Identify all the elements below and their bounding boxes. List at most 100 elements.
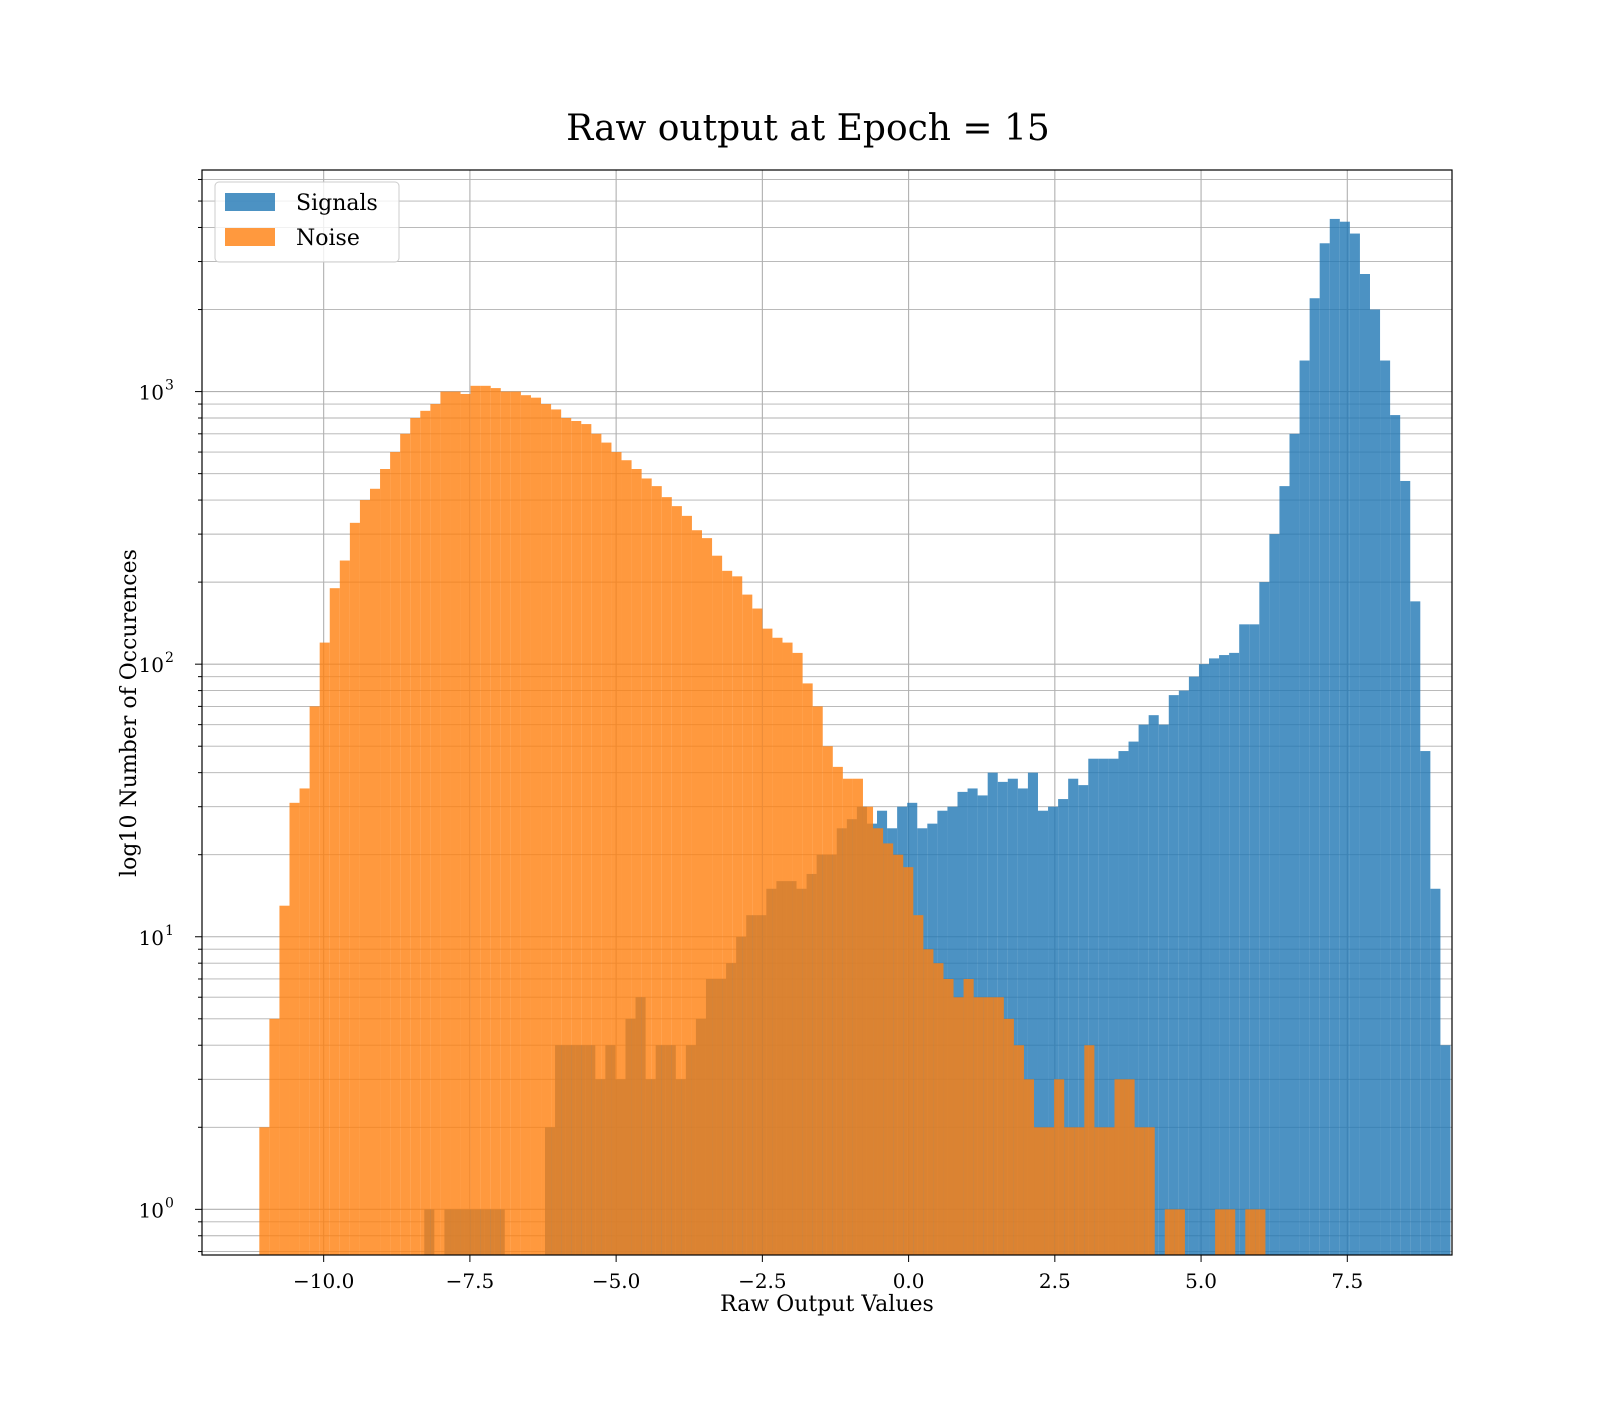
x-tick-label: −2.5	[738, 1269, 787, 1293]
signals-bar	[1219, 655, 1230, 1255]
y-axis-label: log10 Number of Occurences	[117, 549, 142, 877]
noise-bar	[812, 706, 823, 1255]
noise-bar	[923, 949, 934, 1255]
noise-bar	[541, 404, 552, 1255]
noise-bar	[490, 388, 501, 1255]
signals-bar	[1269, 534, 1280, 1255]
signals-bar	[1309, 298, 1320, 1255]
signals-bar	[1229, 652, 1240, 1255]
signals-bar	[1239, 624, 1250, 1255]
noise-bar	[772, 637, 783, 1255]
noise-bar	[691, 530, 702, 1255]
noise-bar	[1245, 1209, 1256, 1255]
signals-bar	[1430, 888, 1441, 1255]
noise-bar	[500, 391, 511, 1256]
noise-bar	[551, 409, 562, 1255]
noise-bar	[561, 418, 572, 1256]
signals-bar	[1249, 624, 1260, 1255]
signals-bar	[1017, 788, 1028, 1255]
signals-bar	[1319, 243, 1330, 1255]
noise-bar	[702, 538, 713, 1255]
noise-bar	[329, 588, 340, 1255]
noise-bar	[520, 395, 531, 1256]
x-tick-label: −7.5	[446, 1269, 495, 1293]
signals-bar	[1369, 309, 1381, 1255]
noise-bar	[269, 1018, 280, 1255]
y-tick-exponent: 2	[165, 650, 174, 666]
signals-bar	[1148, 715, 1159, 1255]
noise-bar	[842, 778, 853, 1255]
noise-bar	[681, 515, 692, 1255]
noise-bar	[1064, 1127, 1075, 1255]
noise-bar	[470, 385, 481, 1255]
noise-bar	[832, 766, 843, 1255]
noise-bar	[1054, 1079, 1065, 1255]
noise-bar	[299, 788, 310, 1255]
noise-bar	[289, 802, 300, 1255]
signals-bar	[1390, 415, 1401, 1255]
y-tick-exponent: 3	[165, 378, 174, 394]
noise-bar	[722, 570, 733, 1255]
signals-bar	[1339, 221, 1350, 1255]
x-axis-label: Raw Output Values	[720, 1292, 934, 1317]
noise-bar	[903, 867, 914, 1255]
histogram-bars	[259, 218, 1451, 1256]
signals-bar	[1259, 582, 1270, 1255]
y-tick-label: 10	[139, 653, 164, 677]
signals-bar	[1209, 658, 1220, 1255]
signals-bar	[1198, 664, 1210, 1255]
signals-bar	[1329, 218, 1340, 1255]
signals-bar	[1037, 810, 1049, 1255]
noise-bar	[339, 560, 350, 1255]
noise-bar	[611, 452, 622, 1255]
signals-bar	[1058, 799, 1069, 1255]
signals-bar	[1410, 601, 1421, 1255]
noise-bar	[862, 806, 874, 1255]
noise-bar	[400, 433, 411, 1256]
noise-bar	[510, 391, 521, 1256]
x-tick-label: 7.5	[1331, 1269, 1363, 1293]
x-tick-label: 0.0	[893, 1269, 925, 1293]
noise-bar	[883, 843, 894, 1255]
noise-bar	[581, 424, 592, 1255]
noise-bar	[440, 391, 451, 1256]
noise-bar	[369, 488, 381, 1256]
noise-bar	[601, 442, 612, 1256]
noise-bar	[460, 393, 471, 1255]
signals-bar	[1128, 741, 1139, 1255]
noise-bar	[983, 997, 994, 1255]
x-tick-label: 2.5	[1039, 1269, 1071, 1293]
noise-bar	[571, 421, 582, 1255]
x-axis-ticks: −10.0 −7.5 −5.0 −2.5 0.0 2.5 5.0 7.5	[293, 1255, 1363, 1293]
x-tick-label: −5.0	[592, 1269, 641, 1293]
legend-label-noise: Noise	[296, 226, 360, 251]
noise-bar	[530, 397, 542, 1255]
noise-bar	[1114, 1079, 1125, 1255]
noise-bar	[410, 418, 421, 1256]
noise-bar	[742, 594, 753, 1255]
noise-bar	[852, 778, 863, 1255]
signals-bar	[1349, 233, 1360, 1256]
noise-bar	[1164, 1209, 1175, 1255]
signals-bar	[1168, 695, 1179, 1255]
noise-bar	[591, 433, 602, 1256]
noise-bar	[762, 628, 773, 1255]
legend: Signals Noise	[214, 181, 400, 263]
signals-bar	[1420, 751, 1431, 1255]
noise-bar	[822, 746, 833, 1255]
noise-bar	[319, 642, 330, 1255]
noise-bar	[349, 522, 360, 1255]
y-tick-label: 10	[139, 381, 164, 405]
signals-bar	[1078, 785, 1089, 1255]
noise-bar	[661, 497, 672, 1256]
y-tick-label: 10	[139, 926, 164, 950]
noise-bar	[1013, 1045, 1024, 1255]
signals-bar	[1158, 724, 1169, 1255]
noise-bar	[1104, 1127, 1115, 1255]
noise-bar	[1225, 1209, 1236, 1255]
signals-bar	[1289, 433, 1300, 1256]
noise-bar	[631, 469, 642, 1256]
